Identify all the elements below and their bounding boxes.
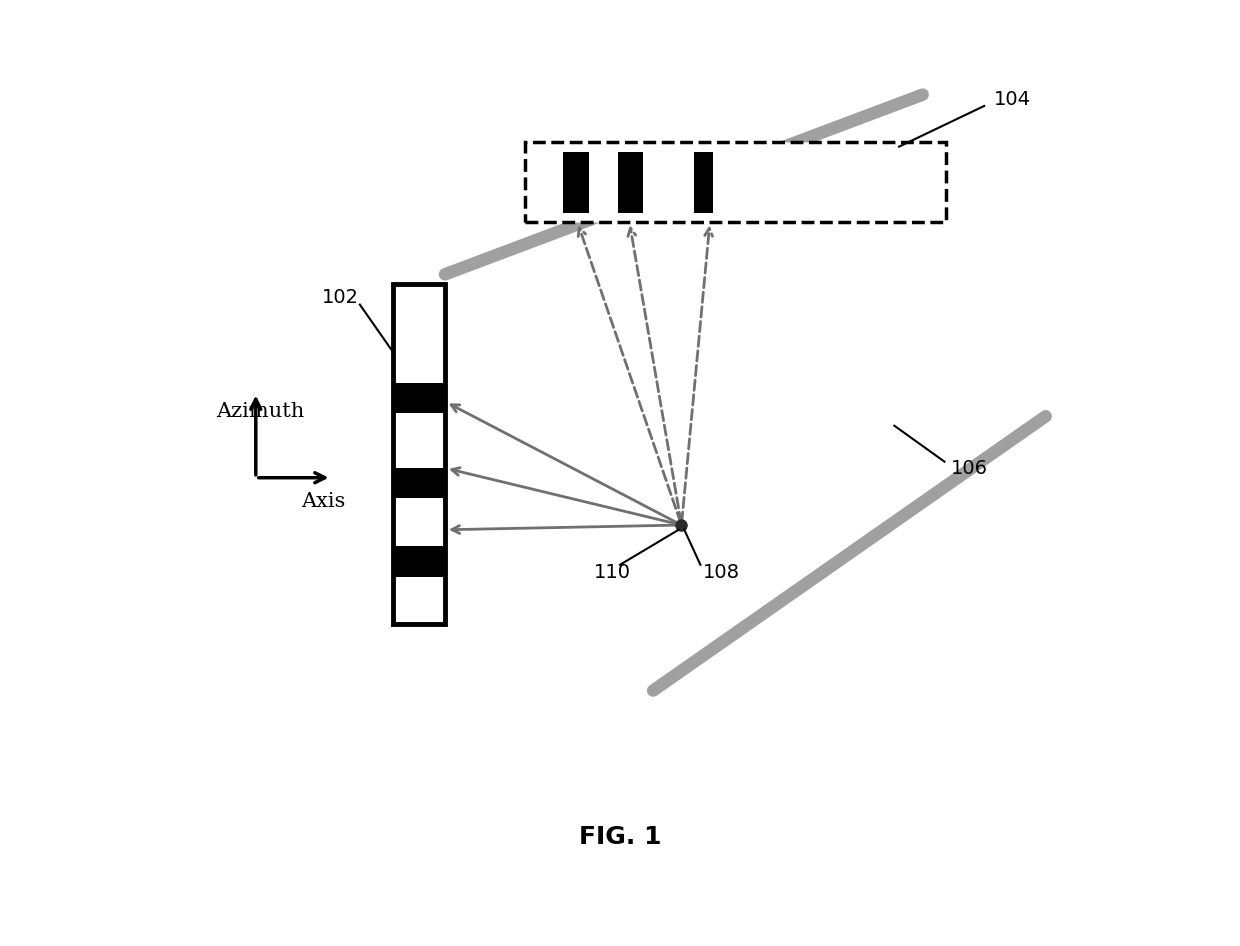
Bar (563, 151, 589, 213)
Bar (618, 151, 644, 213)
Text: 110: 110 (594, 563, 630, 582)
Bar (393, 467, 445, 499)
Bar (694, 151, 713, 213)
Text: Azimuth: Azimuth (216, 402, 304, 421)
Text: FIG. 1: FIG. 1 (579, 825, 661, 850)
Bar (393, 284, 445, 624)
Bar (393, 546, 445, 577)
Text: 104: 104 (993, 90, 1030, 109)
Text: 106: 106 (951, 459, 988, 478)
Text: Axis: Axis (301, 492, 346, 511)
Bar (393, 382, 445, 413)
Bar (526, 142, 946, 222)
Text: 102: 102 (322, 289, 360, 307)
Text: 108: 108 (703, 563, 740, 582)
